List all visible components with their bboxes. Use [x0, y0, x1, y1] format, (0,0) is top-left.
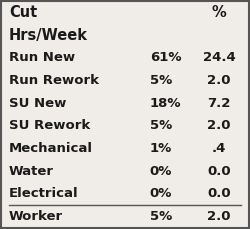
Text: 7.2: 7.2: [207, 97, 231, 110]
Text: Hrs/Week: Hrs/Week: [9, 28, 88, 43]
Text: 2.0: 2.0: [207, 74, 231, 87]
Text: 5%: 5%: [150, 119, 172, 132]
Text: %: %: [212, 5, 226, 20]
Text: SU Rework: SU Rework: [9, 119, 90, 132]
Text: 24.4: 24.4: [202, 52, 235, 64]
Text: 61%: 61%: [150, 52, 181, 64]
Text: Worker: Worker: [9, 210, 63, 223]
Text: 1%: 1%: [150, 142, 172, 155]
Text: .4: .4: [212, 142, 226, 155]
Text: 0%: 0%: [150, 165, 172, 177]
Text: Cut: Cut: [9, 5, 37, 20]
Text: Run Rework: Run Rework: [9, 74, 99, 87]
Text: 2.0: 2.0: [207, 210, 231, 223]
Text: SU New: SU New: [9, 97, 66, 110]
Text: Electrical: Electrical: [9, 187, 78, 200]
Text: 0%: 0%: [150, 187, 172, 200]
Text: 0.0: 0.0: [207, 187, 231, 200]
Text: 2.0: 2.0: [207, 119, 231, 132]
Text: Mechanical: Mechanical: [9, 142, 93, 155]
Text: 18%: 18%: [150, 97, 181, 110]
Text: Water: Water: [9, 165, 54, 177]
Text: 0.0: 0.0: [207, 165, 231, 177]
Text: 5%: 5%: [150, 74, 172, 87]
Text: 5%: 5%: [150, 210, 172, 223]
Text: Run New: Run New: [9, 52, 75, 64]
